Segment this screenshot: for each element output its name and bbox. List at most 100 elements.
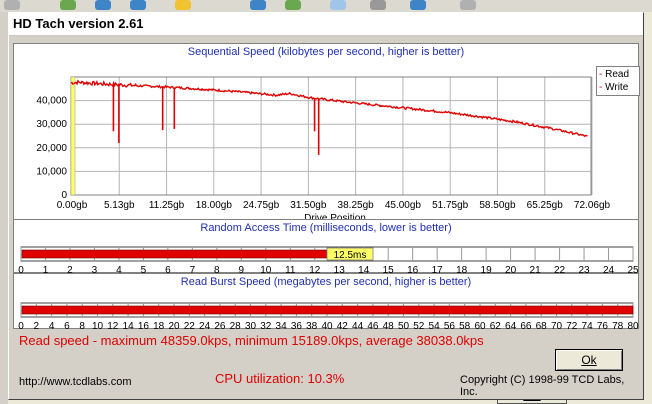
burst-tick-label: 4	[49, 321, 55, 329]
random-access-tick-label: 23	[578, 265, 590, 273]
window-title: HD Tach version 2.61	[13, 16, 144, 31]
burst-tick-label: 48	[383, 321, 395, 329]
start-marker	[70, 76, 76, 196]
burst-tick-label: 44	[352, 321, 364, 329]
background-app-icon	[60, 0, 76, 10]
burst-tick-label: 2	[34, 321, 40, 329]
burst-tick-label: 24	[199, 321, 211, 329]
burst-tick-label: 52	[413, 321, 425, 329]
copyright: Copyright (C) 1998-99 TCD Labs, Inc.	[460, 374, 625, 398]
random-access-tick-label: 4	[116, 265, 122, 273]
burst-tick-label: 34	[276, 321, 288, 329]
plot-frame	[70, 76, 592, 196]
background-app-icon	[4, 0, 20, 10]
background-app-icon	[410, 0, 426, 10]
burst-tick-label: 62	[490, 321, 502, 329]
y-tick-label: 40,000	[36, 96, 67, 107]
sequential-speed-chart: 40,000 30,000 20,000 10,000 00.00gb 5.13gb 11.…	[36, 76, 611, 224]
burst-tick-label: 14	[123, 321, 135, 329]
random-access-tick-label: 11	[285, 265, 296, 273]
burst-tick-label: 0	[18, 321, 24, 329]
random-access-tick-label: 1	[43, 265, 49, 273]
read-speed-summary: Read speed - maximum 48359.0kps, minimum…	[19, 333, 484, 348]
random-access-tick-label: 13	[334, 265, 346, 273]
burst-tick-label: 50	[398, 321, 410, 329]
read-series-line	[70, 79, 588, 138]
random-access-tick-label: 19	[481, 265, 493, 273]
burst-tick-label: 18	[153, 321, 165, 329]
random-access-tick-label: 10	[260, 265, 272, 273]
sequential-speed-panel: Sequential Speed (kilobytes per second, …	[13, 43, 639, 227]
random-access-tick-label: 2	[67, 265, 73, 273]
background-app-icon	[285, 0, 301, 10]
burst-tick-label: 36	[291, 321, 303, 329]
burst-tick-label: 12	[107, 321, 119, 329]
random-access-title: Random Access Time (milliseconds, lower …	[200, 222, 452, 234]
x-tick-label: 65.25gb	[527, 200, 564, 211]
ok-button[interactable]: Ok	[555, 349, 623, 371]
burst-tick-label: 20	[168, 321, 180, 329]
x-tick-label: 18.00gb	[196, 200, 233, 211]
burst-tick-label: 56	[444, 321, 456, 329]
random-access-tick-label: 25	[627, 265, 639, 273]
legend-read: - Read	[599, 69, 630, 80]
background-app-icon	[175, 0, 191, 10]
burst-tick-label: 68	[536, 321, 548, 329]
burst-tick-label: 38	[306, 321, 318, 329]
random-access-value: 12.5ms	[334, 250, 367, 261]
y-tick-label: 20,000	[36, 143, 67, 154]
title-bar[interactable]: HD Tach version 2.61	[9, 13, 643, 36]
x-tick-label: 0.00gb	[57, 200, 88, 211]
background-app-icon	[370, 0, 386, 10]
burst-tick-label: 66	[520, 321, 532, 329]
x-tick-label: 31.50gb	[290, 200, 327, 211]
y-tick-label: 30,000	[36, 119, 67, 130]
burst-tick-label: 58	[459, 321, 471, 329]
y-tick-label: 0	[61, 190, 67, 201]
burst-tick-label: 80	[627, 321, 639, 329]
website-url: http://www.tcdlabs.com	[19, 376, 132, 388]
burst-tick-label: 42	[337, 321, 349, 329]
random-access-value-box: 12.5ms	[326, 247, 374, 261]
random-access-bar	[21, 249, 328, 259]
random-access-tick-label: 15	[383, 265, 395, 273]
random-access-tick-label: 20	[505, 265, 517, 273]
burst-tick-label: 60	[474, 321, 486, 329]
burst-tick-label: 70	[551, 321, 563, 329]
burst-tick-label: 40	[321, 321, 333, 329]
burst-tick-label: 76	[597, 321, 609, 329]
background-toolbar	[0, 0, 652, 12]
random-access-tick-label: 8	[214, 265, 220, 273]
random-access-tick-label: 18	[456, 265, 468, 273]
burst-tick-label: 22	[184, 321, 196, 329]
burst-speed-chart: 0 2 4 6 8 10 12 14 16 18 20 22 24 26 28 30 32 34 36 38 40 42 4…	[18, 302, 639, 329]
x-tick-label: 45.00gb	[385, 200, 422, 211]
x-tick-label: 24.75gb	[243, 200, 280, 211]
x-axis-label: Drive Position	[304, 213, 366, 224]
burst-tick-label: 72	[566, 321, 578, 329]
x-tick-label: 38.25gb	[338, 200, 375, 211]
burst-bar	[21, 305, 634, 315]
background-app-icon	[95, 0, 111, 10]
burst-tick-label: 74	[582, 321, 594, 329]
random-access-tick-label: 0	[18, 265, 24, 273]
random-access-tick-label: 5	[141, 265, 147, 273]
x-tick-label: 51.75gb	[432, 200, 469, 211]
burst-tick-label: 32	[260, 321, 272, 329]
legend-write: - Write	[599, 82, 629, 93]
random-access-panel: Random Access Time (milliseconds, lower …	[13, 219, 639, 273]
legend: - Read - Write	[596, 66, 640, 96]
x-tick-label: 72.06gb	[574, 200, 611, 211]
x-tick-label: 5.13gb	[104, 200, 135, 211]
random-access-tick-label: 22	[554, 265, 566, 273]
burst-tick-label: 46	[367, 321, 379, 329]
random-access-tick-label: 21	[530, 265, 542, 273]
y-tick-label: 10,000	[36, 166, 67, 177]
burst-tick-label: 78	[612, 321, 624, 329]
background-app-icon	[250, 0, 266, 10]
burst-tick-label: 8	[79, 321, 85, 329]
random-access-tick-label: 6	[165, 265, 171, 273]
background-window-edge	[0, 12, 8, 404]
cpu-utilization: CPU utilization: 10.3%	[215, 371, 345, 386]
random-access-tick-label: 24	[603, 265, 615, 273]
